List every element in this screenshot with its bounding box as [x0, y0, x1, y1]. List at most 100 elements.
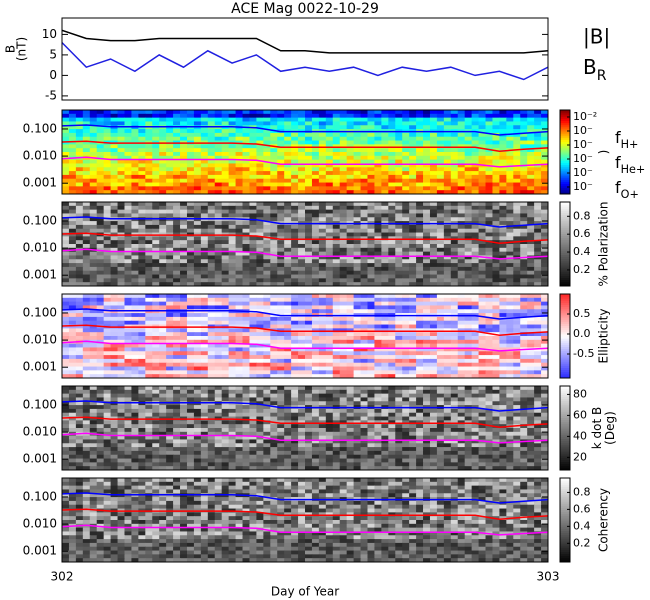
texture-cell	[423, 343, 431, 348]
texture-cell	[478, 358, 487, 364]
texture-cell	[200, 202, 209, 207]
texture-cell	[346, 270, 355, 276]
texture-cell	[534, 313, 542, 318]
texture-cell	[68, 301, 77, 306]
colorbar-cell	[560, 329, 570, 333]
texture-cell	[124, 294, 132, 299]
texture-cell	[207, 332, 216, 337]
texture-cell	[457, 155, 466, 161]
texture-cell	[284, 332, 292, 337]
texture-cell	[173, 182, 181, 187]
texture-cell	[242, 343, 250, 348]
texture-cell	[520, 294, 528, 299]
texture-cell	[416, 309, 424, 314]
texture-cell	[520, 186, 528, 191]
texture-cell	[318, 190, 327, 195]
texture-cell	[409, 205, 417, 211]
texture-cell	[221, 386, 230, 391]
texture-cell	[291, 159, 299, 164]
texture-cell	[318, 152, 327, 157]
texture-cell	[235, 182, 244, 187]
texture-cell	[249, 370, 257, 375]
texture-cell	[180, 328, 188, 333]
texture-cell	[541, 117, 549, 122]
texture-cell	[513, 221, 521, 226]
texture-cell	[534, 336, 542, 341]
texture-cell	[346, 121, 355, 126]
texture-cell	[263, 228, 271, 234]
texture-cell	[513, 228, 521, 234]
texture-cell	[145, 224, 153, 230]
colorbar-cell	[560, 260, 570, 264]
texture-cell	[110, 366, 119, 371]
texture-cell	[429, 224, 438, 230]
texture-cell	[443, 224, 452, 230]
texture-cell	[332, 125, 341, 130]
texture-cell	[478, 362, 487, 368]
texture-cell	[311, 362, 320, 368]
texture-cell	[62, 370, 70, 375]
texture-cell	[298, 270, 306, 276]
texture-cell	[381, 282, 389, 287]
texture-cell	[96, 389, 105, 395]
texture-cell	[436, 148, 445, 153]
texture-cell	[541, 370, 549, 375]
texture-cell	[249, 313, 257, 318]
texture-cell	[436, 205, 445, 211]
texture-cell	[221, 163, 230, 168]
texture-cell	[75, 224, 84, 230]
texture-cell	[381, 125, 389, 130]
texture-cell	[117, 316, 125, 322]
texture-cell	[360, 324, 368, 329]
texture-cell	[443, 117, 452, 122]
texture-cell	[75, 113, 84, 119]
texture-cell	[235, 362, 244, 368]
texture-cell	[450, 171, 459, 176]
texture-cell	[374, 209, 382, 214]
texture-cell	[200, 152, 209, 157]
texture-cell	[534, 159, 542, 164]
texture-cell	[374, 224, 382, 230]
colorbar-cell	[560, 342, 570, 345]
texture-cell	[228, 202, 237, 207]
texture-cell	[263, 339, 271, 345]
texture-cell	[242, 221, 250, 226]
texture-cell	[325, 144, 334, 149]
texture-cell	[221, 171, 230, 176]
texture-cell	[311, 167, 320, 172]
texture-cell	[318, 366, 327, 371]
texture-cell	[506, 386, 514, 391]
texture-cell	[291, 171, 299, 176]
texture-cell	[82, 240, 91, 245]
texture-cell	[527, 224, 535, 230]
texture-cell	[443, 110, 452, 115]
texture-cell	[68, 152, 77, 157]
texture-cell	[464, 309, 473, 314]
texture-cell	[180, 202, 188, 207]
texture-cell	[534, 117, 542, 122]
texture-cell	[311, 370, 320, 375]
texture-cell	[381, 110, 389, 115]
texture-cell	[381, 274, 389, 279]
texture-cell	[541, 255, 549, 260]
texture-cell	[138, 374, 146, 379]
texture-cell	[381, 132, 389, 138]
texture-cell	[145, 370, 153, 375]
texture-cell	[499, 366, 507, 371]
texture-cell	[284, 324, 292, 329]
texture-cell	[298, 113, 306, 119]
texture-cell	[159, 336, 167, 341]
texture-cell	[541, 294, 549, 299]
texture-cell	[457, 205, 466, 211]
texture-cell	[409, 167, 417, 172]
texture-cell	[117, 117, 125, 122]
texture-cell	[173, 129, 181, 134]
texture-cell	[159, 297, 167, 303]
texture-cell	[284, 297, 292, 303]
texture-cell	[485, 313, 493, 318]
texture-cell	[318, 148, 327, 153]
texture-cell	[138, 282, 146, 287]
texture-cell	[485, 224, 493, 230]
colorbar-cell	[560, 233, 570, 237]
texture-cell	[464, 251, 473, 256]
